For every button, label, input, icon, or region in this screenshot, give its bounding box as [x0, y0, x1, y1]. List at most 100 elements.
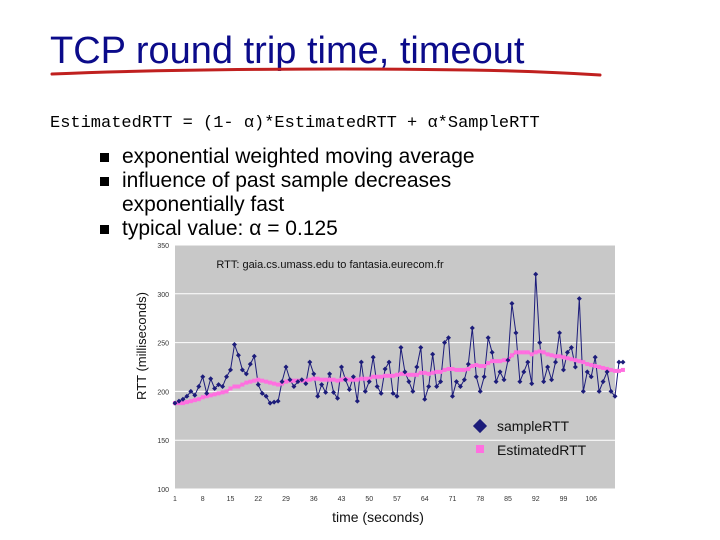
- estimatedrtt-point: [184, 400, 189, 405]
- samplertt-point: [600, 379, 606, 385]
- x-tick-label: 92: [532, 496, 540, 503]
- estimatedrtt-point: [561, 355, 566, 360]
- estimatedrtt-point: [565, 356, 570, 361]
- estimatedrtt-point: [331, 377, 336, 382]
- estimatedrtt-point: [327, 377, 332, 382]
- estimatedrtt-point: [458, 367, 463, 372]
- legend-estimated-label: EstimatedRTT: [497, 442, 587, 458]
- estimatedrtt-point: [367, 376, 372, 381]
- samplertt-point: [362, 388, 368, 394]
- samplertt-point: [378, 390, 384, 396]
- estimatedrtt-point: [490, 359, 495, 364]
- estimatedrtt-point: [347, 377, 352, 382]
- estimatedrtt-point: [434, 369, 439, 374]
- estimatedrtt-point: [478, 364, 483, 369]
- samplertt-point: [188, 388, 194, 394]
- estimatedrtt-point: [525, 350, 530, 355]
- estimatedrtt-point: [601, 365, 606, 370]
- estimatedrtt-point: [387, 373, 392, 378]
- samplertt-point: [247, 361, 253, 367]
- estimatedrtt-point: [462, 367, 467, 372]
- estimatedrtt-point: [589, 363, 594, 368]
- samplertt-point: [299, 377, 305, 383]
- samplertt-point: [616, 359, 622, 365]
- samplertt-point: [406, 379, 412, 385]
- estimatedrtt-point: [593, 364, 598, 369]
- samplertt-point: [394, 393, 400, 399]
- estimatedrtt-point: [272, 381, 277, 386]
- samplertt-point: [410, 388, 416, 394]
- samplertt-point: [497, 369, 503, 375]
- samplertt-point: [323, 389, 329, 395]
- x-tick-label: 22: [254, 496, 262, 503]
- estimatedrtt-point: [359, 376, 364, 381]
- estimatedrtt-point: [319, 377, 324, 382]
- samplertt-point: [319, 382, 325, 388]
- samplertt-point: [438, 379, 444, 385]
- estimatedrtt-point: [232, 384, 237, 389]
- x-tick-label: 1: [173, 496, 177, 503]
- samplertt-point: [354, 398, 360, 404]
- samplertt-point: [346, 386, 352, 392]
- bullet-text: typical value: α = 0.125: [122, 217, 338, 240]
- samplertt-point: [560, 367, 566, 373]
- estimatedrtt-point: [613, 368, 617, 373]
- samplertt-point: [176, 398, 182, 404]
- samplertt-point: [572, 364, 578, 370]
- estimatedrtt-point: [414, 372, 419, 377]
- samplertt-point: [529, 381, 535, 387]
- samplertt-point: [596, 388, 602, 394]
- estimatedrtt-point: [442, 367, 447, 372]
- samplertt-point: [224, 374, 230, 380]
- estimatedrtt-point: [537, 349, 542, 354]
- estimatedrtt-point: [494, 359, 499, 364]
- samplertt-point: [243, 371, 249, 377]
- estimatedrtt-point: [394, 372, 399, 377]
- chart-title: RTT: gaia.cs.umass.edu to fantasia.eurec…: [216, 259, 444, 271]
- estimatedrtt-point: [422, 370, 427, 375]
- samplertt-point: [386, 359, 392, 365]
- samplertt-point: [283, 364, 289, 370]
- samplertt-point: [457, 384, 463, 390]
- estimatedrtt-point: [188, 399, 193, 404]
- samplertt-point: [208, 376, 214, 382]
- estimatedrtt-point: [228, 386, 233, 391]
- estimatedrtt-point: [303, 378, 308, 383]
- samplertt-point: [549, 377, 555, 383]
- estimatedrtt-point: [276, 382, 281, 387]
- samplertt-point: [279, 379, 285, 385]
- estimatedrtt-point: [426, 371, 431, 376]
- samplertt-point: [216, 382, 222, 388]
- samplertt-point: [557, 330, 563, 336]
- estimatedrtt-point: [616, 368, 621, 373]
- estimatedrtt-point: [410, 372, 415, 377]
- estimatedrtt-point: [577, 359, 582, 364]
- legend-sample-label: sampleRTT: [497, 418, 570, 434]
- samplertt-point: [275, 398, 281, 404]
- estimatedrtt-point: [307, 377, 312, 382]
- x-tick-label: 85: [504, 496, 512, 503]
- samplertt-point: [505, 357, 511, 363]
- y-tick-label: 150: [157, 438, 169, 445]
- samplertt-point: [442, 340, 448, 346]
- estimatedrtt-point: [220, 390, 225, 395]
- samplertt-point: [434, 384, 440, 390]
- x-tick-label: 57: [393, 496, 401, 503]
- estimatedrtt-point: [581, 360, 586, 365]
- samplertt-point: [620, 359, 626, 365]
- samplertt-point: [553, 359, 559, 365]
- samplertt-point: [469, 325, 475, 331]
- y-tick-label: 350: [157, 243, 169, 250]
- estimatedrtt-point: [502, 358, 507, 363]
- bullet-item: exponential weighted moving average: [100, 145, 570, 169]
- samplertt-point: [604, 369, 610, 375]
- estimatedrtt-point: [609, 367, 614, 372]
- bullet-text: influence of past sample decreases expon…: [122, 169, 452, 216]
- estimatedrtt-point: [569, 357, 574, 362]
- x-tick-label: 99: [560, 496, 568, 503]
- x-tick-label: 36: [310, 496, 318, 503]
- samplertt-point: [370, 354, 376, 360]
- estimatedrtt-point: [557, 354, 562, 359]
- square-bullet-icon: [100, 153, 109, 162]
- estimatedrtt-point: [533, 350, 538, 355]
